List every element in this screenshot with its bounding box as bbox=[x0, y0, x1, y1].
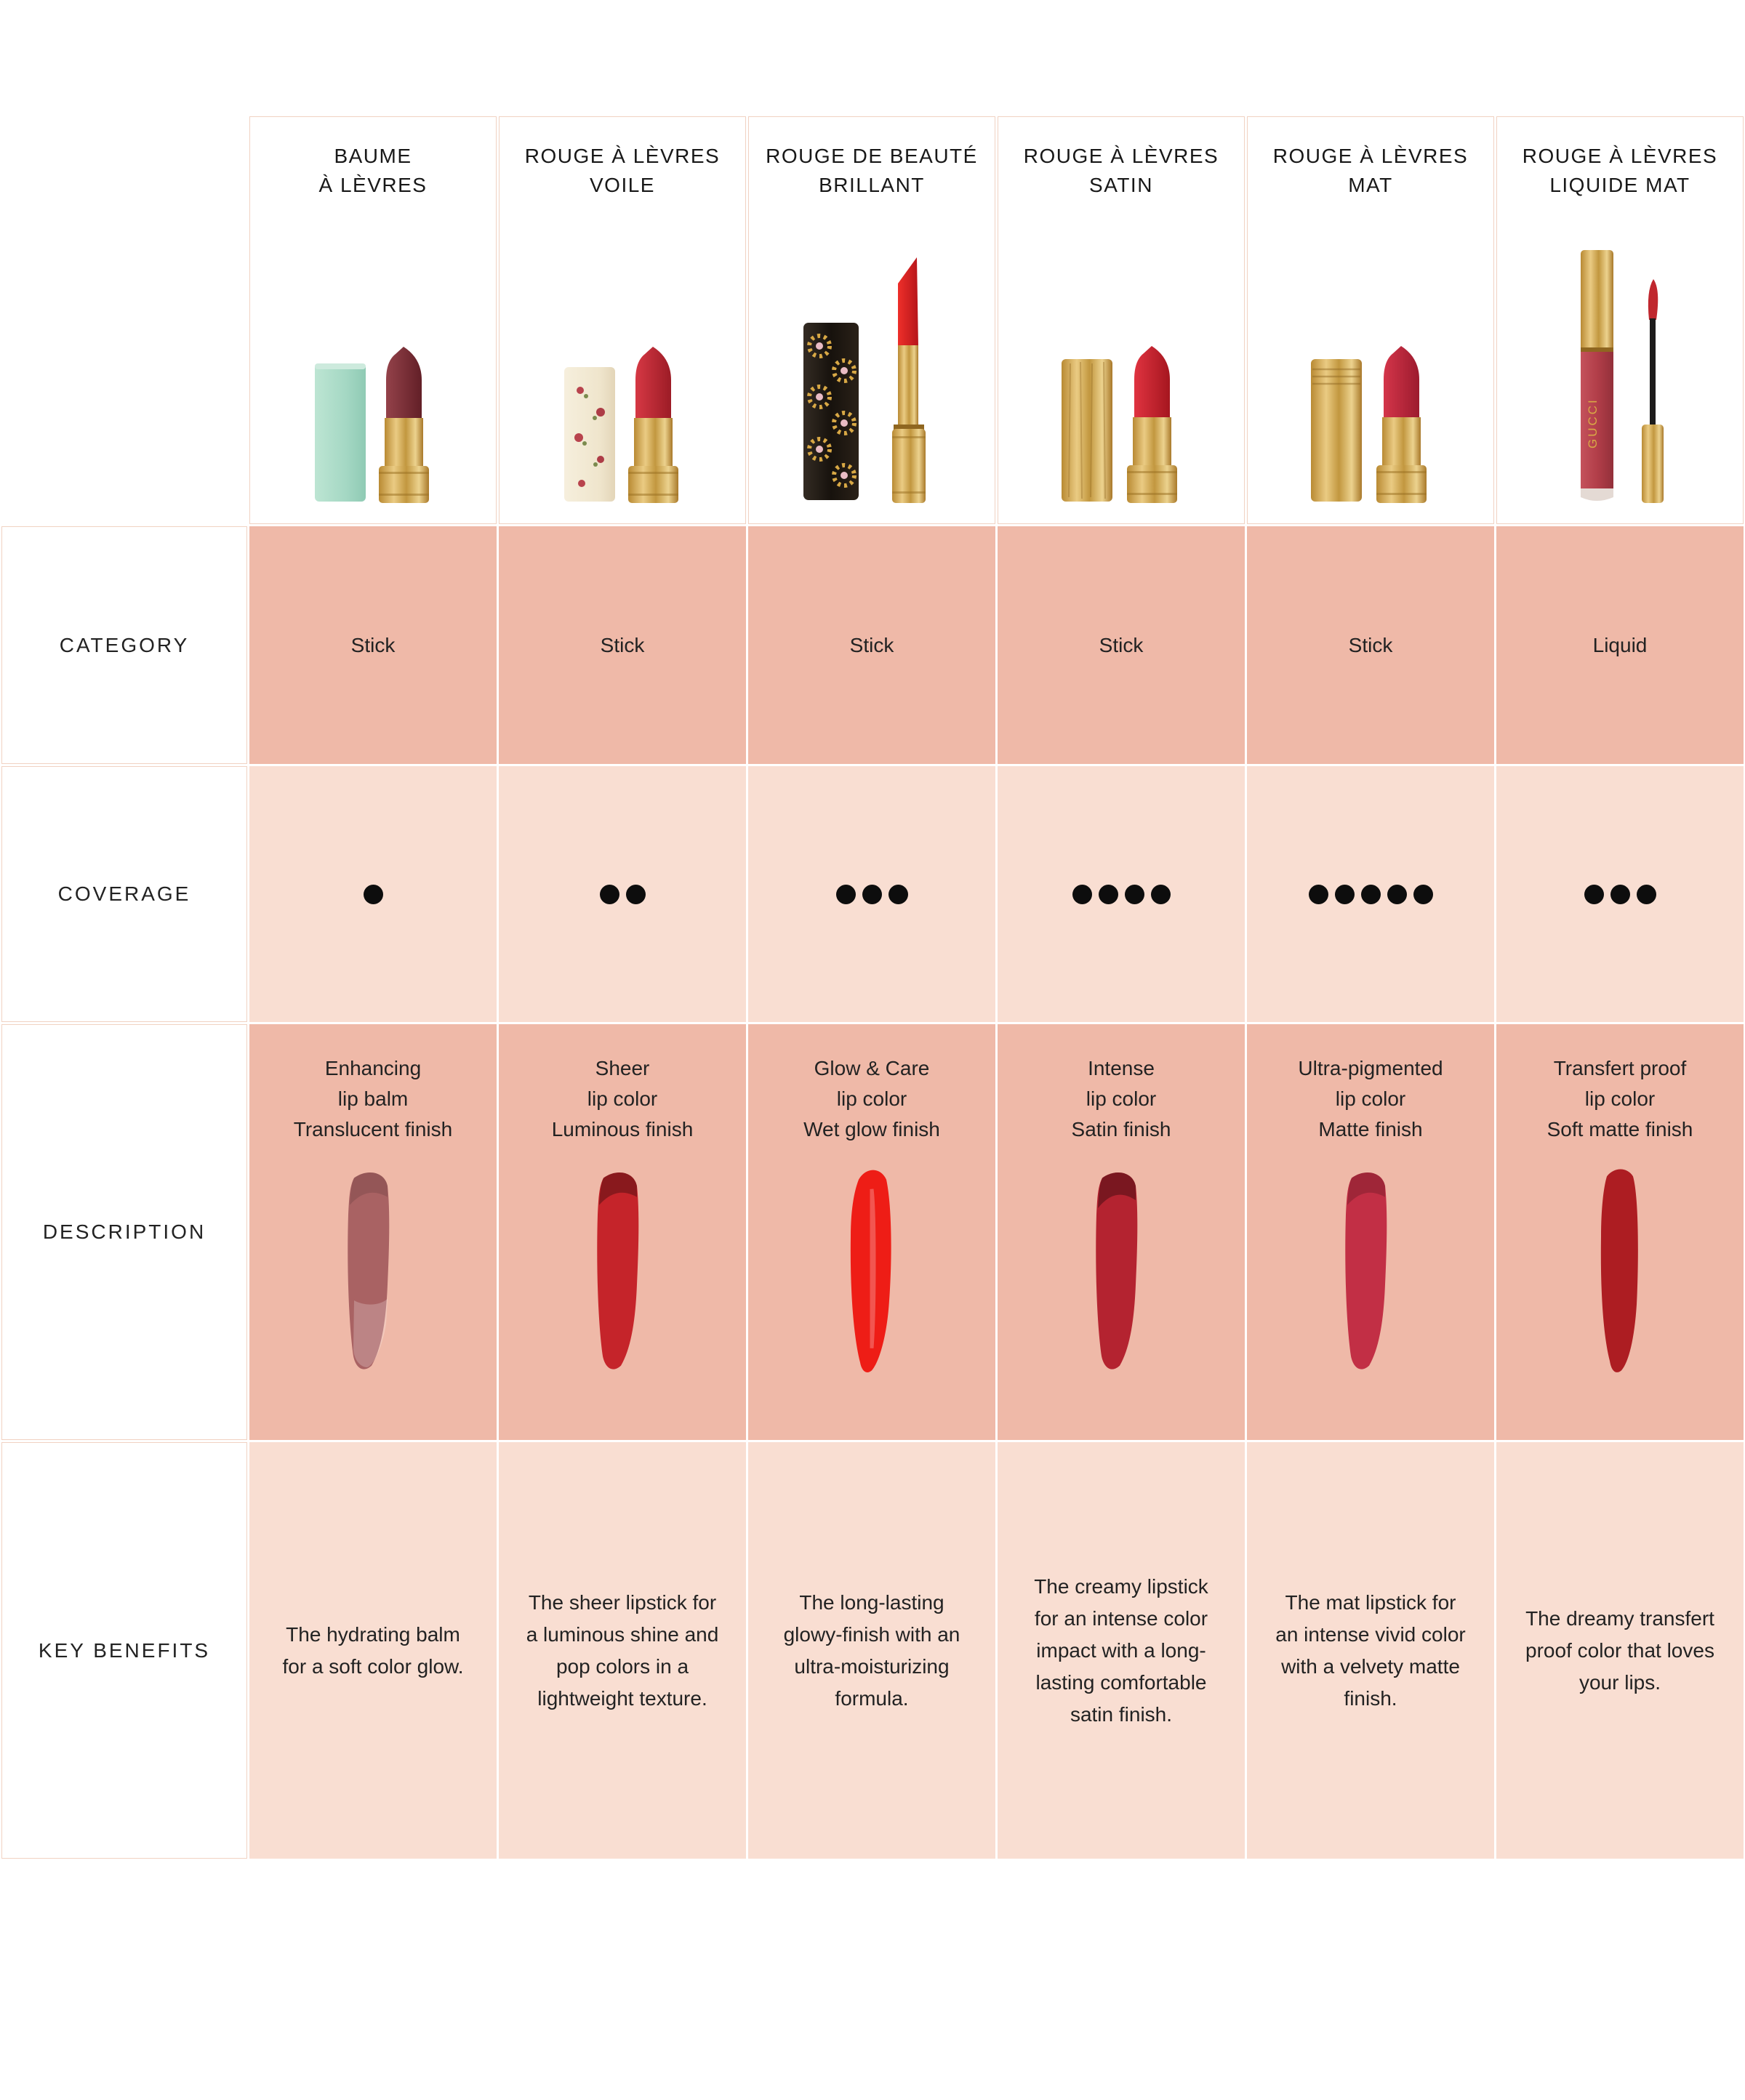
coverage-dot bbox=[1072, 884, 1092, 904]
coverage-dot bbox=[1413, 884, 1433, 904]
row-label-key-benefits: KEY BENEFITS bbox=[1, 1442, 247, 1859]
coverage-dot bbox=[888, 884, 908, 904]
description-cell: Enhancing lip balm Translucent finish bbox=[249, 1024, 497, 1440]
lipstick-swatch bbox=[1345, 1172, 1387, 1369]
coverage-dot bbox=[599, 884, 619, 904]
description-cell: Ultra-pigmented lip color Matte finish bbox=[1247, 1024, 1494, 1440]
description-text: Transfert proof lip color Soft matte fin… bbox=[1547, 1057, 1693, 1140]
lipstick-swatch bbox=[1096, 1172, 1138, 1369]
key-benefits-cell: The sheer lipstick for a luminous shine … bbox=[499, 1442, 746, 1859]
column-header-baume-a-levres: BAUME À LÈVRES bbox=[249, 116, 497, 524]
column-header-brillant: ROUGE DE BEAUTÉ BRILLANT bbox=[748, 116, 995, 524]
row-label-category: CATEGORY bbox=[1, 526, 247, 764]
category-cell: Stick bbox=[249, 526, 497, 764]
svg-text:GUCCI: GUCCI bbox=[1586, 398, 1600, 448]
product-name: ROUGE À LÈVRES LIQUIDE MAT bbox=[1522, 145, 1718, 196]
lipstick-swatch bbox=[850, 1170, 891, 1372]
product-name: ROUGE À LÈVRES MAT bbox=[1272, 145, 1469, 196]
coverage-dot bbox=[1334, 884, 1355, 904]
coverage-dot bbox=[1636, 884, 1656, 904]
description-text: Sheer lip color Luminous finish bbox=[551, 1057, 694, 1140]
product-name: ROUGE À LÈVRES VOILE bbox=[524, 145, 721, 196]
coverage-cell bbox=[1247, 766, 1494, 1022]
category-cell: Stick bbox=[998, 526, 1245, 764]
lipstick-swatch bbox=[348, 1172, 390, 1369]
gold-cap-lipstick-icon bbox=[1004, 299, 1238, 503]
liquid-lipstick-with-wand-icon: GUCCI bbox=[1503, 249, 1737, 503]
key-benefits-cell: The mat lipstick for an intense vivid co… bbox=[1247, 1442, 1494, 1859]
key-benefits-cell: The hydrating balm for a soft color glow… bbox=[249, 1442, 497, 1859]
coverage-dot bbox=[862, 884, 882, 904]
corner-spacer bbox=[1, 116, 247, 524]
coverage-dots bbox=[835, 884, 908, 904]
column-header-voile: ROUGE À LÈVRES VOILE bbox=[499, 116, 746, 524]
floral-cap-lipstick-icon bbox=[505, 310, 739, 503]
coverage-dot bbox=[1610, 884, 1630, 904]
coverage-cell bbox=[748, 766, 995, 1022]
product-name: ROUGE DE BEAUTÉ BRILLANT bbox=[766, 145, 978, 196]
coverage-cell bbox=[249, 766, 497, 1022]
coverage-dot bbox=[625, 884, 646, 904]
description-text: Ultra-pigmented lip color Matte finish bbox=[1298, 1057, 1443, 1140]
black-jeweled-cap-lipstick-icon bbox=[755, 256, 989, 503]
coverage-dots bbox=[1584, 884, 1656, 904]
category-cell: Stick bbox=[748, 526, 995, 764]
key-benefits-cell: The creamy lipstick for an intense color… bbox=[998, 1442, 1245, 1859]
coverage-dot bbox=[1584, 884, 1604, 904]
coverage-dot bbox=[1124, 884, 1144, 904]
coverage-dot bbox=[1098, 884, 1118, 904]
description-text: Enhancing lip balm Translucent finish bbox=[293, 1057, 453, 1140]
coverage-cell bbox=[499, 766, 746, 1022]
product-name: ROUGE À LÈVRES SATIN bbox=[1023, 145, 1219, 196]
category-cell: Stick bbox=[1247, 526, 1494, 764]
mint-cap-lipstick-icon bbox=[256, 310, 490, 503]
description-cell: Glow & Care lip color Wet glow finish bbox=[748, 1024, 995, 1440]
medallion-centers bbox=[816, 342, 848, 479]
coverage-dots bbox=[599, 884, 646, 904]
coverage-cell bbox=[998, 766, 1245, 1022]
coverage-dot bbox=[1387, 884, 1407, 904]
description-text: Intense lip color Satin finish bbox=[1071, 1057, 1171, 1140]
coverage-dots bbox=[1072, 884, 1171, 904]
lipstick-swatch bbox=[1600, 1169, 1638, 1372]
description-cell: Sheer lip color Luminous finish bbox=[499, 1024, 746, 1440]
row-label-coverage: COVERAGE bbox=[1, 766, 247, 1022]
coverage-dot bbox=[1308, 884, 1328, 904]
coverage-dots bbox=[1308, 884, 1433, 904]
description-cell: Intense lip color Satin finish bbox=[998, 1024, 1245, 1440]
coverage-dots bbox=[363, 884, 383, 904]
coverage-dot bbox=[835, 884, 856, 904]
description-text: Glow & Care lip color Wet glow finish bbox=[803, 1057, 940, 1140]
coverage-dot bbox=[1360, 884, 1381, 904]
product-comparison-table: BAUME À LÈVRES bbox=[1, 116, 1744, 1859]
gold-cap-matte-lipstick-icon bbox=[1253, 299, 1488, 503]
gold-medallion-pattern bbox=[807, 334, 857, 488]
floral-pattern bbox=[574, 387, 605, 487]
description-cell: Transfert proof lip color Soft matte fin… bbox=[1496, 1024, 1744, 1440]
column-header-mat: ROUGE À LÈVRES MAT bbox=[1247, 116, 1494, 524]
lipstick-swatch bbox=[597, 1172, 639, 1369]
key-benefits-cell: The long-lasting glowy-finish with an ul… bbox=[748, 1442, 995, 1859]
column-header-liquide-mat: ROUGE À LÈVRES LIQUIDE MAT G bbox=[1496, 116, 1744, 524]
column-header-satin: ROUGE À LÈVRES SATIN bbox=[998, 116, 1245, 524]
coverage-cell bbox=[1496, 766, 1744, 1022]
coverage-dot bbox=[1150, 884, 1171, 904]
category-cell: Stick bbox=[499, 526, 746, 764]
key-benefits-cell: The dreamy transfert proof color that lo… bbox=[1496, 1442, 1744, 1859]
product-name: BAUME À LÈVRES bbox=[318, 145, 428, 196]
category-cell: Liquid bbox=[1496, 526, 1744, 764]
row-label-description: DESCRIPTION bbox=[1, 1024, 247, 1440]
coverage-dot bbox=[363, 884, 383, 904]
